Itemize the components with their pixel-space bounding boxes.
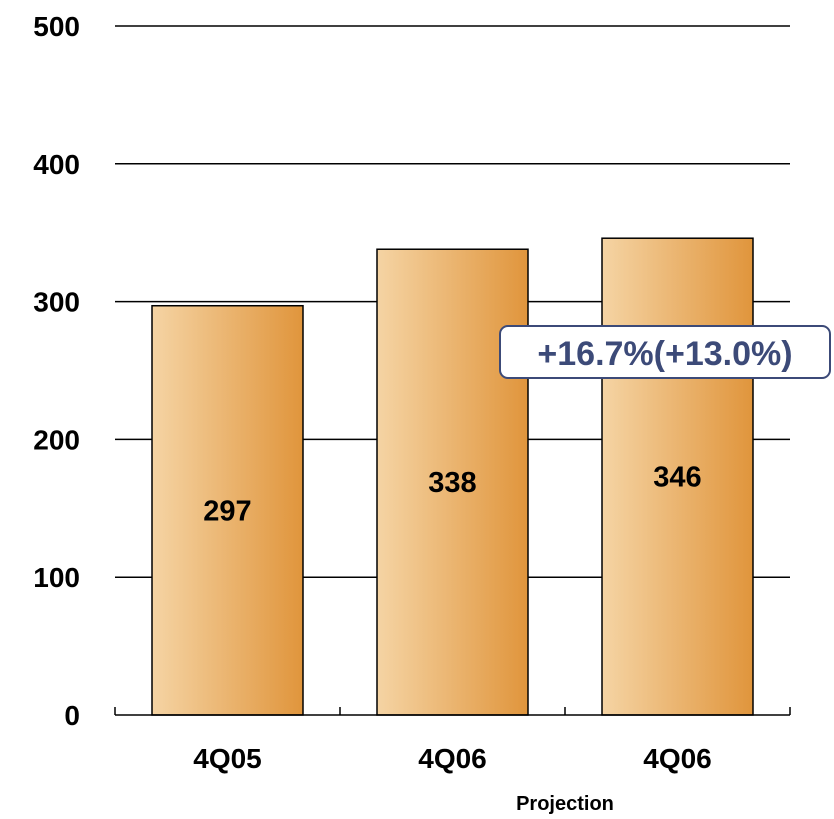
x-axis-tick-labels: 4Q05 4Q06 4Q06 Projection xyxy=(193,743,712,815)
x-tick-label: 4Q06 xyxy=(643,743,712,774)
y-tick-label: 500 xyxy=(33,11,80,42)
x-axis xyxy=(114,707,791,716)
y-axis-tick-labels: 0 100 200 300 400 500 xyxy=(33,11,80,731)
x-tick-label: 4Q05 xyxy=(193,743,262,774)
growth-callout-box xyxy=(499,325,831,379)
growth-callout-text: +16.7%(+13.0%) xyxy=(537,335,792,373)
y-tick-label: 0 xyxy=(64,700,80,731)
bar xyxy=(601,237,754,716)
bar-data-label: 297 xyxy=(203,495,251,527)
y-tick-label: 300 xyxy=(33,287,80,318)
bars xyxy=(151,237,754,716)
bar-data-label: 346 xyxy=(653,462,701,494)
data-labels: 297 338 346 xyxy=(203,462,701,528)
x-tick-label: 4Q06 xyxy=(418,743,487,774)
bar-data-label: 338 xyxy=(428,467,476,499)
growth-callout: +16.7%(+13.0%) xyxy=(499,325,831,379)
y-tick-label: 200 xyxy=(33,424,80,455)
y-tick-label: 400 xyxy=(33,149,80,180)
x-tick-sublabel: Projection xyxy=(516,793,614,815)
bar xyxy=(151,304,304,716)
y-tick-label: 100 xyxy=(33,562,80,593)
